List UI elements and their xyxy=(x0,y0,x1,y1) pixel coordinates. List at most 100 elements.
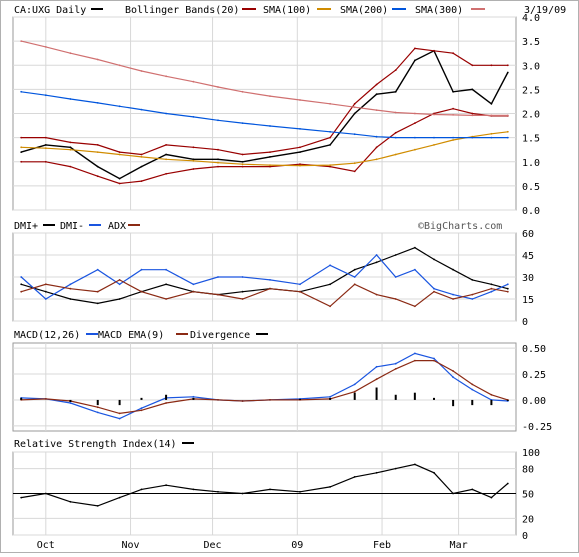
data-point-adx xyxy=(353,283,356,286)
data-point-sma-300 xyxy=(490,114,493,117)
x-axis-labels: Oct Nov Dec 09 Feb Mar xyxy=(37,540,468,551)
data-point-sma-300 xyxy=(433,113,435,116)
data-point-sma-200 xyxy=(241,122,244,124)
data-point-bollinger-bands-20-upper xyxy=(192,146,195,149)
data-point-ca-uxg-daily xyxy=(165,153,168,156)
data-point-ca-uxg-daily xyxy=(44,144,47,146)
legend-label-divergence: Divergence xyxy=(190,330,250,341)
data-point-sma-300 xyxy=(96,58,99,61)
data-point-sma-100 xyxy=(20,146,23,149)
data-point-dmi xyxy=(44,298,47,300)
legend-label-sma300: SMA(300) xyxy=(415,5,463,16)
data-point-sma-300 xyxy=(217,86,219,88)
data-point-dmi xyxy=(375,261,378,264)
price-legend: CA:UXG Daily Bollinger Bands(20) SMA(100… xyxy=(14,5,566,16)
y-tick-label: 3.0 xyxy=(522,61,540,72)
data-point-macd-12-26 xyxy=(353,383,356,386)
data-point-bollinger-bands-20-upper xyxy=(69,141,72,144)
data-point-sma-300 xyxy=(452,114,454,116)
data-point-adx xyxy=(118,279,121,281)
data-point-sma-300 xyxy=(165,75,168,78)
data-point-relative-strength-index-14 xyxy=(414,463,416,466)
data-point-sma-100 xyxy=(299,164,301,167)
watermark: ©BigCharts.com xyxy=(418,221,502,232)
data-point-macd-12-26 xyxy=(471,388,474,391)
data-point-ca-uxg-daily xyxy=(394,90,397,93)
data-point-sma-100 xyxy=(269,164,271,167)
data-point-bollinger-bands-20-lower xyxy=(44,160,47,163)
data-point-ca-uxg-daily xyxy=(118,177,121,180)
dmi-grid xyxy=(13,232,516,322)
data-point-bollinger-bands-20-upper xyxy=(118,151,121,154)
data-point-macd-ema-9 xyxy=(353,390,356,393)
data-point-dmi xyxy=(414,246,416,249)
data-point-bollinger-bands-20-lower xyxy=(140,180,143,183)
data-point-dmi xyxy=(269,279,271,281)
data-point-sma-200 xyxy=(375,135,378,138)
data-point-macd-ema-9 xyxy=(118,412,121,415)
y-tick-label: 80 xyxy=(522,465,534,476)
data-point-relative-strength-index-14 xyxy=(96,505,99,507)
data-point-relative-strength-index-14 xyxy=(490,496,493,499)
dmi-legend: DMI+ DMI- ADX ©BigCharts.com xyxy=(14,221,502,232)
macd-panel xyxy=(12,342,517,432)
legend-label-bollinger: Bollinger Bands(20) xyxy=(125,5,239,16)
y-tick-label: 2.0 xyxy=(522,110,540,121)
data-point-ca-uxg-daily xyxy=(269,156,271,158)
data-point-sma-100 xyxy=(69,148,72,151)
y-tick-label: 0.00 xyxy=(522,396,546,407)
data-point-adx xyxy=(394,298,397,300)
data-point-sma-100 xyxy=(506,130,509,133)
data-point-sma-100 xyxy=(394,153,397,156)
data-point-macd-12-26 xyxy=(452,376,454,379)
data-point-sma-200 xyxy=(506,136,509,139)
data-point-relative-strength-index-14 xyxy=(329,486,331,488)
data-point-bollinger-bands-20-upper xyxy=(165,144,168,146)
data-point-dmi xyxy=(165,283,168,286)
data-point-dmi xyxy=(118,283,121,286)
data-point-relative-strength-index-14 xyxy=(452,492,454,495)
data-point-sma-200 xyxy=(299,127,301,130)
legend-label-sma100: SMA(100) xyxy=(263,5,311,16)
data-point-dmi xyxy=(20,276,23,278)
data-point-ca-uxg-daily xyxy=(452,90,454,93)
macd-legend: MACD(12,26) MACD EMA(9) Divergence xyxy=(14,330,268,341)
series-line-dmi xyxy=(20,254,509,300)
data-point-sma-200 xyxy=(471,136,474,139)
series-line-macd-ema-9 xyxy=(21,360,508,415)
data-point-macd-12-26 xyxy=(192,395,195,398)
symbol-label: CA:UXG Daily xyxy=(14,5,86,16)
data-point-bollinger-bands-20-upper xyxy=(329,136,331,139)
data-point-sma-200 xyxy=(269,125,271,127)
data-point-dmi xyxy=(329,264,331,267)
data-point-sma-200 xyxy=(452,136,454,139)
data-point-sma-300 xyxy=(140,70,143,72)
data-point-relative-strength-index-14 xyxy=(269,488,271,491)
series-line-adx xyxy=(21,279,508,308)
data-point-bollinger-bands-20-upper xyxy=(269,151,271,154)
x-tick-label: Mar xyxy=(450,540,468,551)
data-point-bollinger-bands-20-lower xyxy=(299,163,301,166)
data-point-dmi xyxy=(69,283,72,286)
data-point-dmi xyxy=(96,302,99,305)
series-line-sma-100 xyxy=(21,131,508,167)
data-point-bollinger-bands-20-upper xyxy=(299,146,301,149)
data-point-sma-300 xyxy=(375,109,378,111)
data-point-relative-strength-index-14 xyxy=(353,476,356,478)
data-point-sma-100 xyxy=(452,139,454,141)
data-point-dmi xyxy=(375,254,378,256)
data-point-sma-300 xyxy=(299,99,301,101)
data-point-adx xyxy=(414,305,416,308)
y-tick-label: 0 xyxy=(522,531,528,542)
data-point-sma-100 xyxy=(375,158,378,161)
data-point-dmi xyxy=(20,283,23,286)
legend-label-dmi-plus: DMI+ xyxy=(14,221,38,232)
data-point-sma-200 xyxy=(44,94,47,97)
price-y-ticks: 4.0 3.5 3.0 2.5 2.0 1.5 1.0 0.5 0.0 xyxy=(522,13,540,217)
data-point-dmi xyxy=(394,276,397,278)
data-point-dmi xyxy=(353,276,356,278)
data-point-relative-strength-index-14 xyxy=(44,492,47,495)
data-point-adx xyxy=(96,290,99,293)
data-point-ca-uxg-daily xyxy=(299,151,301,154)
